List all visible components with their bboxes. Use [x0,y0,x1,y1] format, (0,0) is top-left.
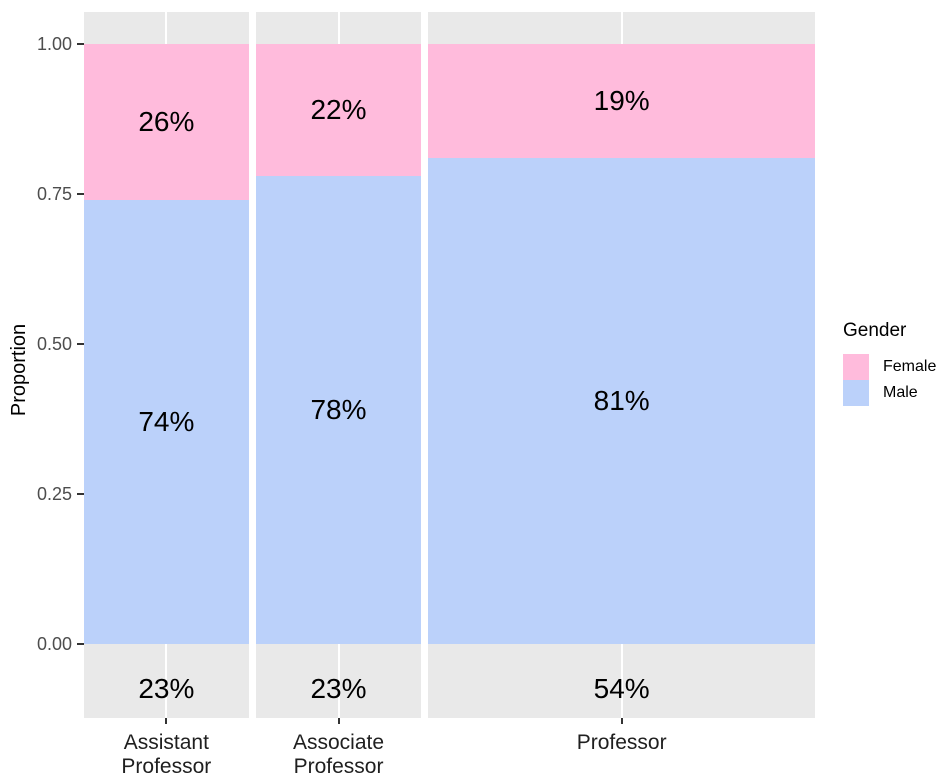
x-axis-category-label: Professor [576,731,667,754]
legend-entry-label: Female [883,358,937,375]
x-tick-mark [337,718,340,724]
x-tick-mark [165,718,168,724]
female-percent-label: 19% [593,85,650,116]
legend-entries: Female Male [843,354,948,406]
legend-color-swatch [843,380,869,406]
y-tick-label: 0.00 [36,634,72,654]
mosaic-panel: 26% 74% 23% [84,12,249,718]
female-bar-segment [256,44,421,176]
male-percent-label: 74% [138,406,195,437]
y-tick-label: 1.00 [36,34,72,54]
female-bar-segment [84,44,249,200]
female-percent-label: 22% [310,94,367,125]
male-percent-label: 78% [310,394,367,425]
male-percent-label: 81% [593,385,650,416]
y-tick-mark [77,493,84,495]
x-tick-mark [620,718,623,724]
legend-entry: Female [843,354,948,380]
category-width-label: 23% [310,673,367,704]
female-percent-label: 26% [138,106,195,137]
y-tick-mark [77,643,84,645]
legend: Gender Female Male [843,320,948,406]
y-tick-label: 0.50 [36,334,72,354]
mosaic-panel: 19% 81% 54% [428,12,815,718]
legend-color-swatch [843,354,869,380]
category-width-label: 23% [138,673,195,704]
male-bar-segment [256,176,421,644]
y-tick-label: 0.75 [36,184,72,204]
x-axis-category-label: Associate Professor [292,731,385,778]
legend-entry: Male [843,380,948,406]
male-bar-segment [428,158,815,644]
category-width-label: 54% [593,673,650,704]
x-axis-category-label: Assistant Professor [121,731,212,778]
legend-entry-label: Male [883,384,918,401]
y-tick-mark [77,193,84,195]
y-tick-label: 0.25 [36,484,72,504]
male-bar-segment [84,200,249,644]
legend-title: Gender [843,320,907,341]
female-bar-segment [428,44,815,158]
y-tick-mark [77,43,84,45]
mosaic-panel: 22% 78% 23% [256,12,421,718]
y-tick-mark [77,343,84,345]
